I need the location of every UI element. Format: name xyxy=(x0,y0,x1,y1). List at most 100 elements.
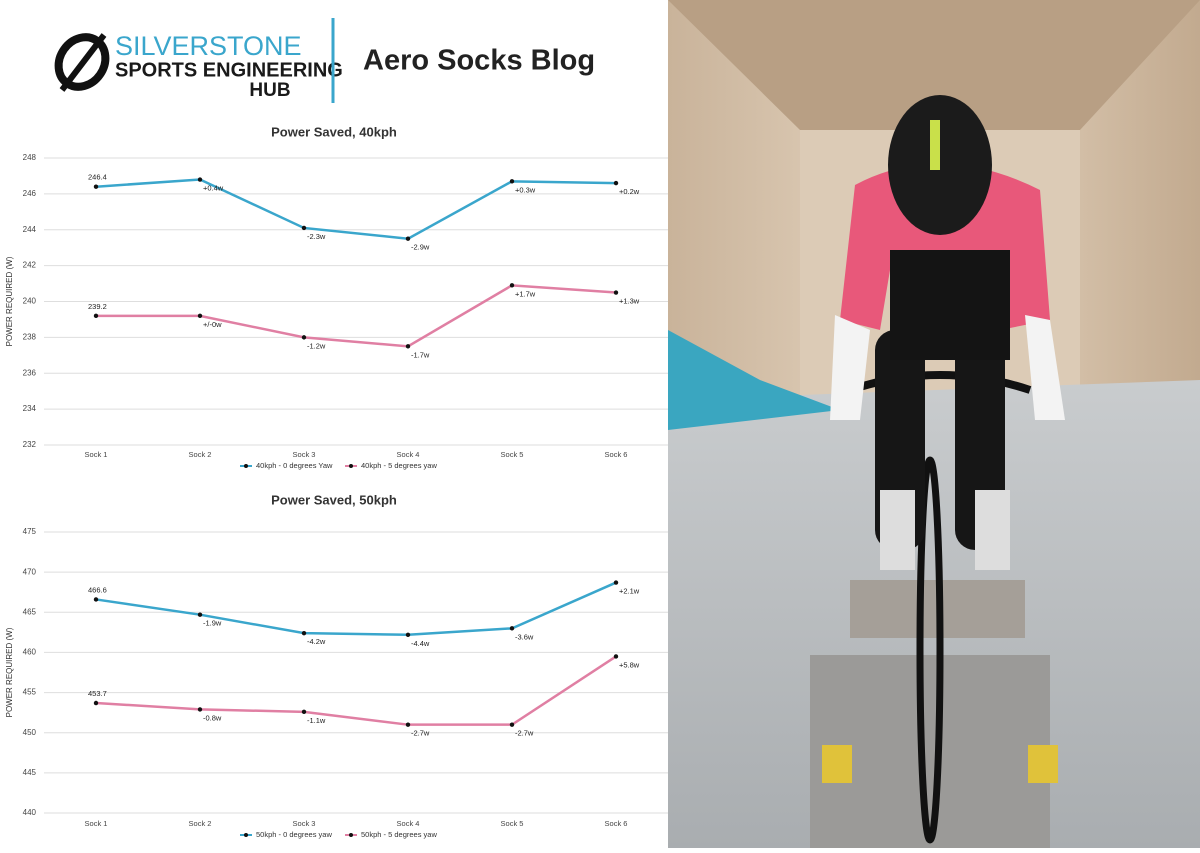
point-label: -2.9w xyxy=(411,243,430,252)
data-point xyxy=(405,722,411,727)
data-point xyxy=(613,580,619,585)
data-point xyxy=(301,630,307,636)
logo-line: SILVERSTONE xyxy=(115,31,302,61)
legend-label: 40kph - 5 degrees yaw xyxy=(361,461,437,470)
y-tick-label: 244 xyxy=(23,225,37,234)
y-axis-label: POWER REQUIRED (W) xyxy=(5,627,14,717)
point-label: +5.8w xyxy=(619,660,640,669)
x-tick-label: Sock 3 xyxy=(293,819,316,828)
y-tick-label: 242 xyxy=(23,261,37,270)
point-label: +1.7w xyxy=(515,289,536,298)
point-label: +/-0w xyxy=(203,320,222,329)
data-point xyxy=(405,236,411,241)
point-label: +0.4w xyxy=(203,184,224,193)
point-label: -2.7w xyxy=(411,729,430,738)
chart-title: Power Saved, 50kph xyxy=(271,492,397,507)
point-label: -4.4w xyxy=(411,639,430,648)
data-point xyxy=(301,709,307,715)
y-tick-label: 236 xyxy=(23,368,37,377)
series-line xyxy=(95,178,617,241)
point-label: -1.2w xyxy=(307,341,326,350)
data-point xyxy=(509,722,515,727)
point-label: +0.3w xyxy=(515,185,536,194)
chart-title: Power Saved, 40kph xyxy=(271,124,397,139)
point-label: 239.2 xyxy=(88,302,107,311)
data-point xyxy=(509,179,515,184)
point-label: 453.7 xyxy=(88,689,107,698)
point-label: -2.7w xyxy=(515,729,534,738)
data-point xyxy=(613,654,619,659)
legend-dot xyxy=(244,464,248,468)
y-tick-label: 450 xyxy=(23,728,37,737)
point-label: +0.2w xyxy=(619,187,640,196)
x-tick-label: Sock 1 xyxy=(85,450,108,459)
point-label: -0.8w xyxy=(203,713,222,722)
point-label: -1.7w xyxy=(411,350,430,359)
point-label: -1.9w xyxy=(203,619,222,628)
data-point xyxy=(405,344,411,349)
data-point xyxy=(197,707,203,712)
data-point xyxy=(197,177,203,182)
point-label: 246.4 xyxy=(88,173,107,182)
y-tick-label: 445 xyxy=(23,768,37,777)
point-label: +1.3w xyxy=(619,297,640,306)
data-point xyxy=(613,290,619,295)
data-point xyxy=(301,335,307,340)
data-point xyxy=(93,184,99,189)
y-tick-label: 465 xyxy=(23,607,37,616)
point-label: +2.1w xyxy=(619,587,640,596)
y-axis-label: POWER REQUIRED (W) xyxy=(5,256,14,346)
y-tick-label: 240 xyxy=(23,297,37,306)
y-tick-label: 455 xyxy=(23,688,37,697)
legend-dot xyxy=(244,833,248,837)
blog-title: Aero Socks Blog xyxy=(363,45,595,77)
x-tick-label: Sock 4 xyxy=(397,450,420,459)
point-label: -4.2w xyxy=(307,637,326,646)
data-point xyxy=(509,283,515,288)
logo-line: SPORTS ENGINEERING xyxy=(115,59,343,81)
data-point xyxy=(405,632,411,637)
x-tick-label: Sock 3 xyxy=(293,450,316,459)
y-tick-label: 238 xyxy=(23,332,37,341)
x-tick-label: Sock 2 xyxy=(189,450,212,459)
y-tick-label: 246 xyxy=(23,189,37,198)
point-label: -2.3w xyxy=(307,232,326,241)
point-label: -1.1w xyxy=(307,716,326,725)
x-tick-label: Sock 5 xyxy=(501,450,524,459)
logo-icon xyxy=(54,33,110,92)
data-point xyxy=(197,612,203,617)
point-label: -3.6w xyxy=(515,632,534,641)
x-tick-label: Sock 1 xyxy=(85,819,108,828)
data-point xyxy=(93,313,99,319)
x-tick-label: Sock 6 xyxy=(605,819,628,828)
series-line xyxy=(95,581,617,637)
y-tick-label: 234 xyxy=(23,404,37,413)
x-tick-label: Sock 4 xyxy=(397,819,420,828)
legend-dot xyxy=(349,833,353,837)
data-point xyxy=(93,597,99,602)
legend-label: 40kph - 0 degrees Yaw xyxy=(256,461,333,470)
y-tick-label: 248 xyxy=(23,153,37,162)
series-line xyxy=(95,655,617,726)
x-tick-label: Sock 6 xyxy=(605,450,628,459)
legend-dot xyxy=(349,464,353,468)
y-tick-label: 460 xyxy=(23,648,37,657)
photo xyxy=(668,0,1200,848)
logo-line: HUB xyxy=(249,80,290,101)
y-tick-label: 475 xyxy=(23,527,37,536)
point-label: 466.6 xyxy=(88,585,107,594)
y-tick-label: 440 xyxy=(23,808,37,817)
series-line xyxy=(96,284,617,348)
y-tick-label: 232 xyxy=(23,440,37,449)
data-point xyxy=(301,225,307,231)
legend-label: 50kph - 5 degrees yaw xyxy=(361,830,437,839)
data-point xyxy=(93,700,99,706)
data-point xyxy=(509,626,515,631)
legend-label: 50kph - 0 degrees yaw xyxy=(256,830,332,839)
x-tick-label: Sock 5 xyxy=(501,819,524,828)
data-point xyxy=(613,180,619,186)
x-tick-label: Sock 2 xyxy=(189,819,212,828)
data-point xyxy=(197,313,203,319)
